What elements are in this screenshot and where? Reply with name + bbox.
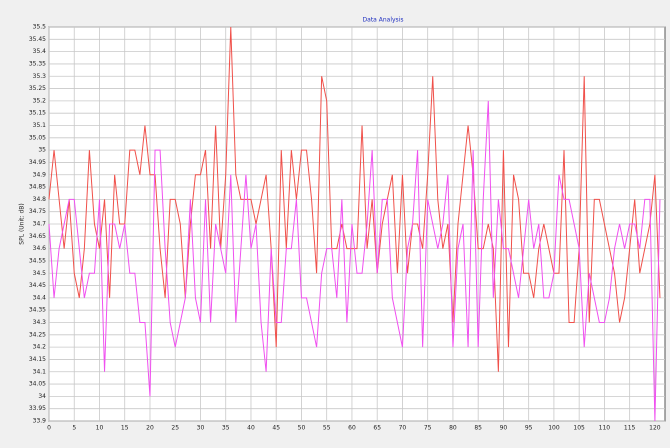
y-tick-label: 34.2 (33, 344, 47, 351)
y-tick-label: 34.95 (29, 159, 46, 166)
x-tick-label: 65 (373, 425, 381, 432)
y-tick-label: 35.45 (29, 36, 46, 43)
y-tick-label: 34.15 (29, 356, 46, 363)
y-tick-label: 35.3 (33, 73, 47, 80)
y-tick-label: 35.5 (33, 24, 47, 31)
y-tick-label: 34.75 (29, 208, 46, 215)
x-tick-label: 115 (624, 425, 636, 432)
x-tick-label: 105 (573, 425, 585, 432)
y-axis-label: SPL (Unit: dB) (19, 203, 26, 244)
x-tick-label: 55 (323, 425, 331, 432)
x-tick-label: 50 (298, 425, 306, 432)
x-tick-label: 15 (121, 425, 129, 432)
x-tick-label: 40 (247, 425, 255, 432)
y-tick-label: 34.35 (29, 307, 46, 314)
y-tick-label: 34.1 (33, 368, 47, 375)
x-tick-label: 5 (72, 425, 76, 432)
y-tick-label: 34 (38, 393, 46, 400)
y-tick-label: 35.4 (33, 48, 47, 55)
x-tick-label: 80 (449, 425, 457, 432)
y-tick-label: 35.35 (29, 60, 46, 67)
y-tick-label: 35.15 (29, 110, 46, 117)
y-tick-label: 34.3 (33, 319, 47, 326)
x-tick-label: 75 (424, 425, 432, 432)
x-tick-label: 45 (272, 425, 280, 432)
x-tick-label: 35 (222, 425, 230, 432)
x-tick-label: 30 (197, 425, 205, 432)
x-tick-label: 95 (525, 425, 533, 432)
y-tick-label: 34.45 (29, 282, 46, 289)
y-tick-label: 34.5 (33, 270, 47, 277)
y-tick-label: 34.25 (29, 331, 46, 338)
y-tick-label: 34.05 (29, 381, 46, 388)
y-tick-label: 34.55 (29, 257, 46, 264)
y-tick-label: 33.9 (33, 418, 47, 425)
y-tick-label: 33.95 (29, 405, 46, 412)
y-tick-label: 35.05 (29, 134, 46, 141)
x-tick-label: 0 (47, 425, 51, 432)
x-tick-label: 10 (96, 425, 104, 432)
x-tick-label: 70 (399, 425, 407, 432)
y-tick-label: 35.25 (29, 85, 46, 92)
y-tick-label: 34.65 (29, 233, 46, 240)
x-tick-label: 110 (599, 425, 611, 432)
chart-title: Data Analysis (363, 17, 404, 24)
x-tick-label: 90 (500, 425, 508, 432)
x-tick-label: 25 (171, 425, 179, 432)
y-tick-label: 34.7 (33, 221, 47, 228)
y-tick-label: 35.1 (33, 122, 47, 129)
y-tick-label: 35 (38, 147, 46, 154)
y-tick-label: 34.4 (33, 294, 47, 301)
x-tick-label: 120 (649, 425, 661, 432)
y-tick-label: 34.6 (33, 245, 47, 252)
x-tick-label: 85 (474, 425, 482, 432)
y-tick-label: 34.9 (33, 171, 47, 178)
y-tick-label: 35.2 (33, 97, 47, 104)
y-tick-label: 34.85 (29, 184, 46, 191)
x-tick-label: 100 (548, 425, 560, 432)
y-tick-label: 34.8 (33, 196, 47, 203)
x-tick-label: 60 (348, 425, 356, 432)
data-line (48, 100, 661, 422)
x-tick-label: 20 (146, 425, 154, 432)
